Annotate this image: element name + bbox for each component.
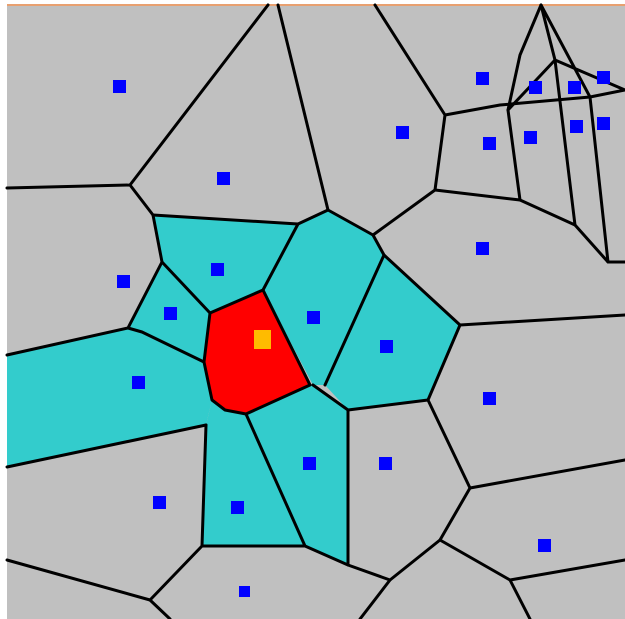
- voronoi-edges: [5, 3, 625, 619]
- neighbor-cell-bottom-right[interactable]: [246, 385, 348, 565]
- site-point[interactable]: [117, 275, 130, 288]
- site-point[interactable]: [153, 496, 166, 509]
- neighbor-cell-right[interactable]: [325, 255, 460, 410]
- site-point[interactable]: [476, 242, 489, 255]
- site-point[interactable]: [597, 71, 610, 84]
- voronoi-cells: [7, 210, 460, 565]
- site-point[interactable]: [483, 392, 496, 405]
- site-point[interactable]: [524, 131, 537, 144]
- neighbor-cell-left-band[interactable]: [7, 328, 212, 467]
- site-point[interactable]: [303, 457, 316, 470]
- site-point[interactable]: [570, 120, 583, 133]
- voronoi-sites: [113, 71, 610, 597]
- site-point[interactable]: [307, 311, 320, 324]
- site-point[interactable]: [113, 80, 126, 93]
- neighbor-cell-bottom-left[interactable]: [202, 400, 305, 546]
- site-point[interactable]: [529, 81, 542, 94]
- selected-cell[interactable]: [204, 290, 310, 414]
- site-point[interactable]: [211, 263, 224, 276]
- site-point[interactable]: [538, 539, 551, 552]
- site-point[interactable]: [483, 137, 496, 150]
- site-point[interactable]: [217, 172, 230, 185]
- neighbor-cell-top[interactable]: [153, 215, 298, 313]
- site-point[interactable]: [132, 376, 145, 389]
- site-point[interactable]: [476, 72, 489, 85]
- site-point[interactable]: [568, 81, 581, 94]
- site-point[interactable]: [379, 457, 392, 470]
- site-point[interactable]: [239, 586, 250, 597]
- site-point[interactable]: [164, 307, 177, 320]
- site-point[interactable]: [231, 501, 244, 514]
- site-point[interactable]: [597, 117, 610, 130]
- site-point[interactable]: [396, 126, 409, 139]
- selected-site-point[interactable]: [254, 330, 271, 349]
- neighbor-cell-upper-right[interactable]: [263, 210, 384, 385]
- site-point[interactable]: [380, 340, 393, 353]
